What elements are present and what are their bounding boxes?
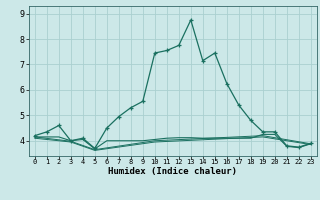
X-axis label: Humidex (Indice chaleur): Humidex (Indice chaleur)	[108, 167, 237, 176]
